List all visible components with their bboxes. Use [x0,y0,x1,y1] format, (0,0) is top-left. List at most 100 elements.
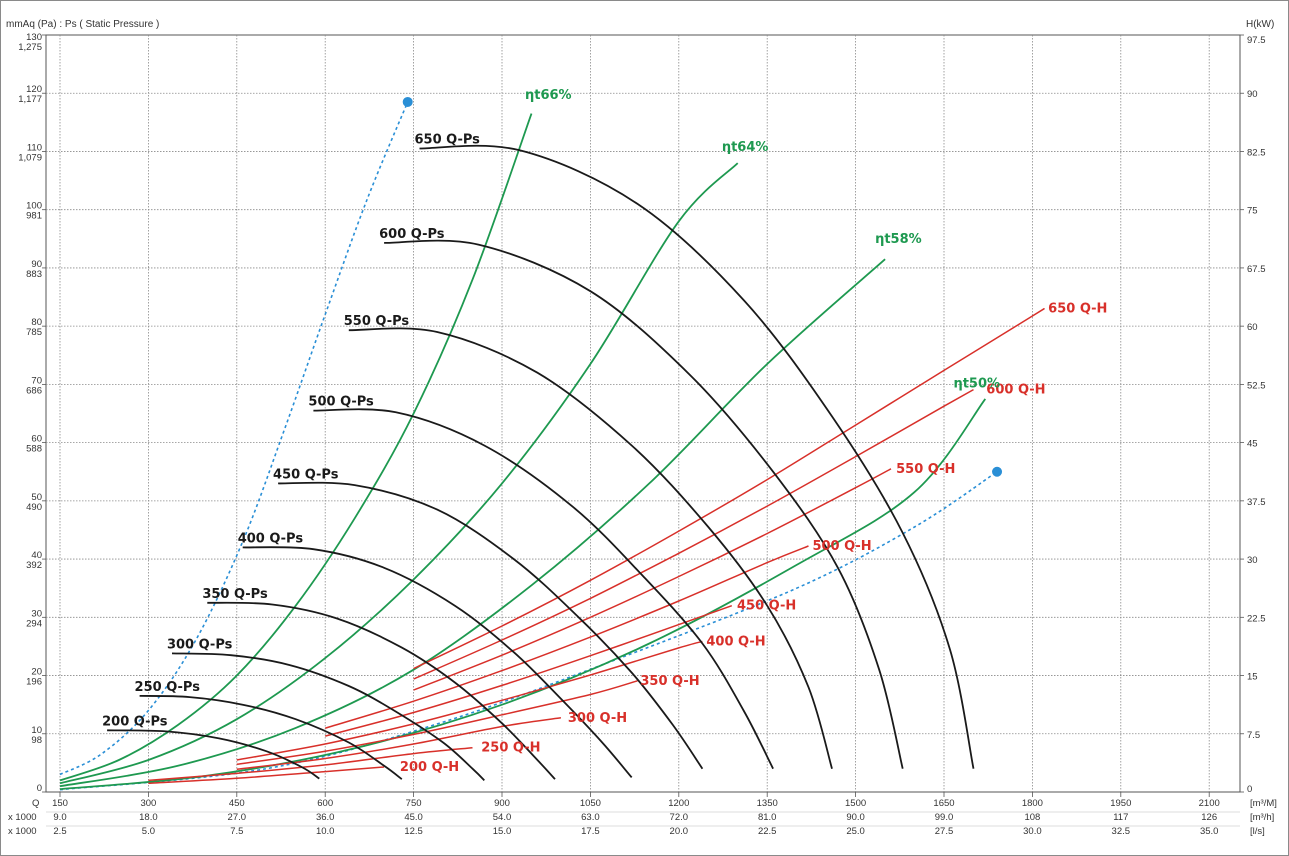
static-pressure-curve-3 [207,601,556,780]
limit-lines [59,96,1003,791]
x-axis-3-tick: 27.5 [935,826,954,837]
y-left-tick-pa: 588 [26,444,42,455]
power-curve-6 [324,545,809,729]
x-axis-2-tick: 108 [1024,812,1040,823]
y-left-tick-mmaq: 70 [31,375,42,386]
y-right-tick: 37.5 [1247,497,1266,508]
efficiency-label: ηt66% [525,88,572,103]
static-pressure-curve-6 [313,408,774,770]
y-left-axis-title: mmAq (Pa) : Ps ( Static Pressure ) [6,19,159,30]
x-axis-3-tick: 10.0 [316,826,335,837]
y-left-tick-pa: 883 [26,269,42,280]
y-left-tick-pa: 1,275 [18,42,42,53]
y-right-axis-title: H(kW) [1246,19,1274,30]
x-axis-1-tick: 2100 [1199,798,1220,809]
curve-labels: 200 Q-Ps 250 Q-Ps 300 Q-Ps 350 Q-Ps 400 Q-Ps… [102,88,1107,775]
y-left-tick-pa: 981 [26,211,42,222]
power-curve-label: 450 Q-H [737,599,796,614]
x-axis-3-tick: 32.5 [1112,826,1131,837]
x-axis-3-tick: 5.0 [142,826,155,837]
x-axis-1-tick: 1950 [1110,798,1131,809]
ps-curve-label: 500 Q-Ps [308,395,374,410]
static-pressure-curves [107,144,975,782]
y-left-tick-mmaq: 50 [31,492,42,503]
y-right-tick: 67.5 [1247,264,1266,275]
efficiency-label: ηt64% [722,140,769,155]
y-right-tick: 60 [1247,322,1258,333]
x-axis-2-tick: 72.0 [670,812,689,823]
power-curves [148,308,1045,785]
power-curve-8 [413,388,974,680]
grid [46,35,1240,792]
power-curve-label: 200 Q-H [400,760,459,775]
x-axis-2-tick: 117 [1113,812,1128,823]
y-right-tick: 7.5 [1247,730,1260,741]
y-left-tick-mmaq: 130 [26,32,42,43]
x-axis-1-prefix: Q [32,798,39,809]
x-axis-1-tick: 1500 [845,798,866,809]
x-axis-2-tick: 45.0 [404,812,423,823]
power-curve-0 [148,766,385,785]
ps-curve-label: 200 Q-Ps [102,714,168,729]
y-left-tick-pa: 1,177 [18,94,42,105]
power-curve-label: 600 Q-H [986,383,1045,398]
power-curve-7 [413,468,892,691]
static-pressure-curve-0 [107,729,320,780]
x-axis-1-tick: 450 [229,798,245,809]
limit-left-endpoint [402,96,413,107]
x-axis-3-tick: 25.0 [846,826,865,837]
y-left-tick-mmaq: 20 [31,667,42,678]
efficiency-curve-2 [59,258,886,788]
x-axis-3-tick: 30.0 [1023,826,1042,837]
y-left-tick-mmaq: 80 [31,317,42,328]
efficiency-label: ηt58% [875,232,922,247]
x-axis-3-tick: 17.5 [581,826,600,837]
power-curve-label: 250 Q-H [481,741,540,756]
y-left-tick-pa: 392 [26,560,42,571]
power-curve-label: 300 Q-H [568,711,627,726]
x-axis-2-tick: 54.0 [493,812,512,823]
y-right-tick: 82.5 [1247,147,1266,158]
static-pressure-curve-1 [139,695,403,780]
x-axis-3-tick: 15.0 [493,826,512,837]
efficiency-label: ηt50% [953,376,1000,391]
ps-curve-label: 300 Q-Ps [167,637,233,652]
power-curve-4 [236,640,703,761]
y-left-tick-pa: 490 [26,502,42,513]
x-axis-1-unit: [m³/M] [1250,798,1277,809]
x-axis-3-tick: 7.5 [230,826,243,837]
y-left-tick-pa: 294 [26,618,42,629]
y-right-tick: 22.5 [1247,613,1266,624]
y-left-tick-mmaq: 10 [31,725,42,736]
x-axis-1-tick: 600 [317,798,333,809]
x-axis-2-tick: 18.0 [139,812,158,823]
x-axis-1-tick: 1050 [580,798,601,809]
x-axis-1-tick: 1650 [933,798,954,809]
y-left-tick-mmaq: 110 [27,142,42,153]
x-axis-1-tick: 1200 [668,798,689,809]
x-axis-1-tick: 300 [140,798,156,809]
ps-curve-label: 650 Q-Ps [414,133,480,148]
power-curve-3 [236,680,638,766]
power-curve-1 [148,746,473,782]
axes: mmAq (Pa) : Ps ( Static Pressure ) H(kW)… [6,19,1277,837]
y-right-tick: 97.5 [1247,35,1266,46]
x-axis-1-tick: 1350 [757,798,778,809]
x-axis-3-unit: [l/s] [1250,826,1265,837]
x-axis-1-tick: 150 [52,798,68,809]
static-pressure-curve-7 [348,327,833,769]
y-left-tick-pa: 98 [31,735,42,746]
x-axis-2-tick: 36.0 [316,812,335,823]
static-pressure-curve-8 [384,239,904,769]
static-pressure-curve-9 [419,144,975,769]
ps-curve-label: 600 Q-Ps [379,227,445,242]
y-left-tick-mmaq: 60 [31,434,42,445]
y-left-tick-mmaq: 100 [26,201,42,212]
x-axis-3-tick: 2.5 [53,826,66,837]
y-left-tick-pa: 686 [26,385,42,396]
y-right-tick: 52.5 [1247,380,1266,391]
y-right-tick: 90 [1247,89,1258,100]
x-axis-1-tick: 900 [494,798,510,809]
ps-curve-label: 250 Q-Ps [135,680,201,695]
y-left-tick-mmaq: 40 [31,550,42,561]
